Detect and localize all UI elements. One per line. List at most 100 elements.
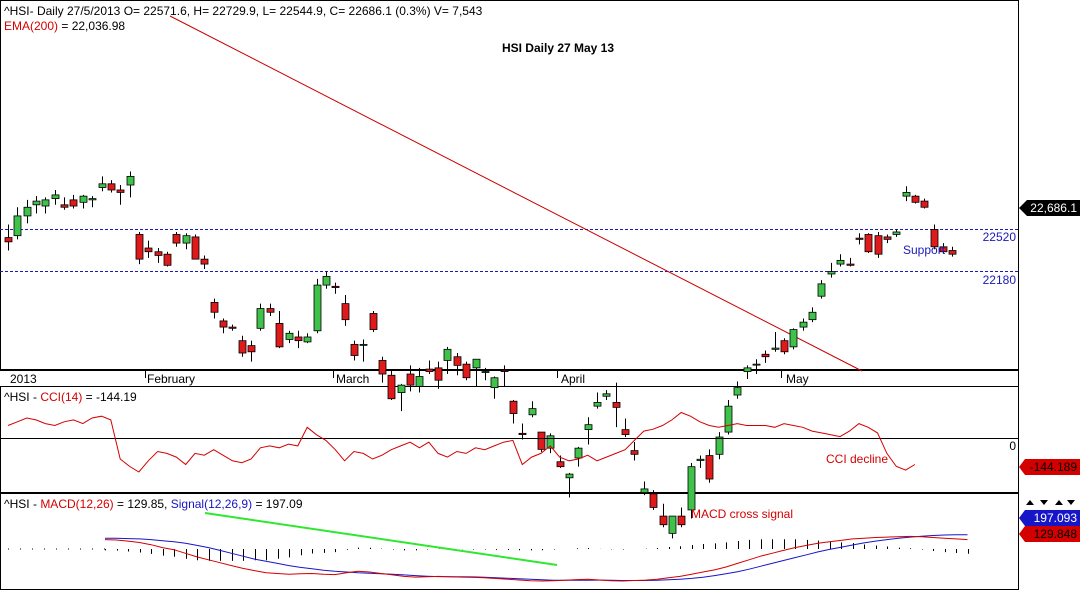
cci-zero-label: 0 bbox=[1009, 439, 1016, 453]
candle bbox=[827, 262, 836, 278]
price-panel-frame bbox=[0, 0, 1019, 370]
candle-body bbox=[930, 229, 939, 248]
candle bbox=[285, 330, 294, 344]
resistance-trendline bbox=[169, 15, 863, 372]
candle-body bbox=[602, 393, 611, 397]
candle-body bbox=[331, 285, 340, 288]
candle bbox=[612, 382, 621, 428]
candle-body bbox=[4, 237, 13, 243]
candle bbox=[920, 198, 929, 209]
candle-body bbox=[453, 356, 462, 366]
candle-body bbox=[200, 258, 209, 265]
candle bbox=[116, 185, 125, 205]
candle-body bbox=[481, 371, 490, 373]
candle-body bbox=[892, 231, 901, 235]
scale-up-arrow-2[interactable] bbox=[1055, 500, 1063, 505]
candle-body bbox=[752, 363, 761, 366]
candle bbox=[864, 233, 873, 253]
scale-down-arrow[interactable] bbox=[1040, 500, 1048, 505]
macd-histogram bbox=[8, 539, 969, 561]
candle bbox=[855, 233, 864, 245]
ohlc-readout: ^HSI- Daily 27/5/2013 O= 22571.6, H= 227… bbox=[4, 4, 483, 18]
candle bbox=[247, 340, 256, 362]
candle bbox=[574, 446, 583, 467]
macd-value-tag: 129.848 bbox=[1019, 526, 1080, 542]
candle-body bbox=[228, 326, 237, 329]
candle-body bbox=[79, 195, 88, 203]
macd-name: MACD(12,26) bbox=[40, 497, 113, 511]
candle-body bbox=[415, 376, 424, 387]
scale-down-arrow-2[interactable] bbox=[1067, 500, 1075, 505]
signal-value-tag: 197.093 bbox=[1019, 510, 1080, 526]
candle bbox=[98, 176, 107, 192]
candle-body bbox=[621, 429, 630, 435]
candle bbox=[4, 224, 13, 251]
macd-prefix: ^HSI - bbox=[4, 497, 40, 511]
candle-body bbox=[69, 199, 78, 207]
macd-histogram-bar bbox=[32, 548, 33, 550]
candle bbox=[500, 365, 509, 387]
candlestick-series bbox=[4, 171, 957, 539]
candle-body bbox=[107, 183, 116, 191]
candle bbox=[182, 233, 191, 250]
scale-up-arrow[interactable] bbox=[1026, 500, 1034, 505]
candle-body bbox=[98, 183, 107, 188]
candle-body bbox=[696, 458, 705, 461]
candle-body bbox=[406, 373, 415, 386]
candle bbox=[518, 423, 527, 440]
candle bbox=[902, 186, 911, 202]
panel-frames bbox=[0, 0, 1019, 590]
candle bbox=[88, 196, 97, 208]
candle-body bbox=[247, 345, 256, 353]
candle-body bbox=[387, 374, 396, 400]
candle bbox=[537, 431, 546, 452]
candle bbox=[107, 180, 116, 193]
candle bbox=[23, 199, 32, 224]
candle bbox=[191, 234, 200, 260]
x-label-may: May bbox=[786, 372, 809, 386]
candle bbox=[565, 472, 574, 498]
x-label-april: April bbox=[561, 372, 585, 386]
candle-body bbox=[715, 436, 724, 455]
candle-body bbox=[799, 321, 808, 328]
candle bbox=[705, 449, 714, 483]
candle bbox=[874, 231, 883, 258]
candle bbox=[659, 503, 668, 528]
candle bbox=[238, 335, 247, 357]
candle-body bbox=[350, 343, 359, 356]
candle bbox=[135, 231, 144, 265]
macd-histogram-bar bbox=[104, 548, 105, 550]
candle bbox=[930, 224, 939, 250]
candle-body bbox=[817, 283, 826, 297]
candle-body bbox=[761, 353, 770, 358]
candle-body bbox=[472, 358, 481, 369]
candle-body bbox=[32, 200, 41, 206]
candle bbox=[771, 332, 780, 352]
candle-body bbox=[378, 360, 387, 375]
candle bbox=[789, 328, 798, 350]
candle-body bbox=[771, 347, 780, 350]
candle-body bbox=[172, 234, 181, 244]
candle bbox=[144, 240, 153, 258]
candle bbox=[331, 282, 340, 294]
candle bbox=[172, 231, 181, 247]
ema-value: = 22,036.98 bbox=[58, 19, 125, 33]
candle bbox=[939, 243, 948, 253]
candle-body bbox=[462, 363, 471, 379]
macd-histogram-bar bbox=[80, 548, 81, 550]
candle-body bbox=[154, 251, 163, 256]
candle bbox=[462, 361, 471, 381]
candle-body bbox=[687, 466, 696, 511]
candle bbox=[294, 330, 303, 349]
candle bbox=[313, 278, 322, 334]
candle-body bbox=[518, 432, 527, 435]
candle bbox=[472, 358, 481, 387]
candle bbox=[724, 399, 733, 435]
candle bbox=[200, 255, 209, 270]
candle-body bbox=[256, 308, 265, 329]
candle bbox=[275, 311, 284, 349]
candle bbox=[481, 367, 490, 381]
candle-body bbox=[789, 329, 798, 348]
candle-body bbox=[163, 253, 172, 266]
candle-body bbox=[780, 340, 789, 353]
